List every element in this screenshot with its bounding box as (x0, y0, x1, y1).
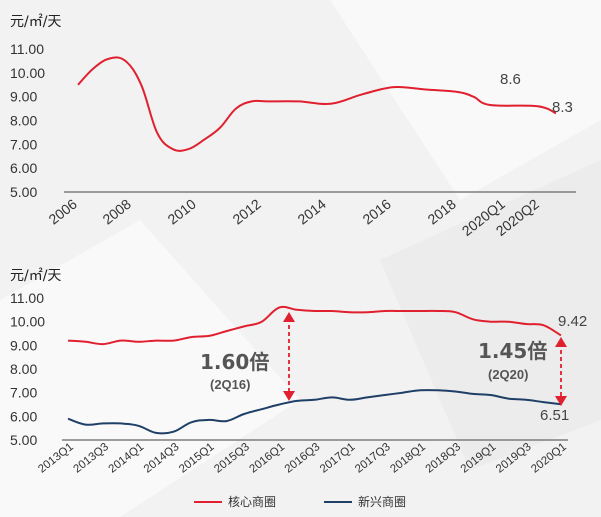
bottom-x-tick-label: 2017Q3 (353, 441, 393, 476)
top-unit-label: 元/㎡/天 (10, 14, 61, 30)
callout-2-arrowhead-up (555, 337, 567, 347)
callout-2-ratio: 1.45倍 (478, 339, 547, 363)
top-annotation-8-3: 8.3 (552, 99, 573, 116)
top-x-tick-label: 2006 (45, 196, 80, 228)
top-x-tick-label: 2018 (424, 196, 459, 228)
callout-2-arrowhead-down (555, 396, 567, 406)
bottom-y-tick-label: 6.00 (10, 408, 37, 424)
bottom-y-tick-label: 11.00 (10, 290, 44, 306)
top-y-tick-label: 8.00 (10, 113, 37, 129)
top-x-tick-label: 2014 (294, 196, 329, 228)
bottom-y-tick-label: 8.00 (10, 361, 37, 377)
top-x-tick-label: 2010 (164, 196, 199, 228)
top-y-tick-label: 5.00 (10, 184, 37, 200)
top-x-tick-label: 2008 (99, 196, 134, 228)
bottom-x-tick-label: 2016Q3 (283, 441, 323, 476)
bottom-y-tick-label: 10.00 (10, 314, 45, 330)
callout-1-arrowhead-up (283, 312, 295, 322)
bottom-unit-label: 元/㎡/天 (10, 268, 61, 284)
callout-1-arrowhead-down (283, 391, 295, 401)
bottom-annotation-6-51: 6.51 (540, 407, 569, 424)
bottom-core-line (67, 305, 562, 346)
bottom-y-tick-label: 5.00 (10, 432, 37, 448)
bottom-x-tick-label: 2018Q1 (388, 441, 428, 476)
top-y-tick-label: 6.00 (10, 160, 37, 176)
top-y-tick-label: 7.00 (10, 136, 37, 152)
callout-1-ratio: 1.60倍 (200, 350, 269, 374)
legend-core-label: 核心商圈 (228, 494, 276, 509)
legend: 核心商圈 新兴商圈 (194, 494, 406, 509)
callout-2-period: (2Q20) (488, 367, 528, 382)
top-x-tick-label: 2012 (229, 196, 264, 228)
top-x-tick-label: 2016 (359, 196, 394, 228)
top-y-tick-label: 10.00 (10, 65, 45, 81)
bottom-x-tick-label: 2017Q1 (318, 441, 358, 476)
top-y-tick-label: 9.00 (10, 89, 37, 105)
bottom-x-tick-label: 2018Q3 (424, 441, 464, 476)
top-y-tick-label: 11.00 (10, 41, 44, 57)
top-core-line (77, 56, 557, 152)
bottom-x-tick-label: 2020Q1 (529, 441, 569, 476)
callout-1-period: (2Q16) (210, 377, 250, 392)
top-annotation-8-6: 8.6 (500, 71, 521, 88)
bottom-x-tick-label: 2016Q1 (247, 441, 287, 476)
bottom-y-tick-label: 7.00 (10, 385, 37, 401)
bottom-annotation-9-42: 9.42 (558, 313, 587, 330)
legend-emerging-label: 新兴商圈 (358, 494, 406, 509)
bottom-y-tick-label: 9.00 (10, 337, 37, 353)
bottom-emerging-line (67, 389, 562, 435)
